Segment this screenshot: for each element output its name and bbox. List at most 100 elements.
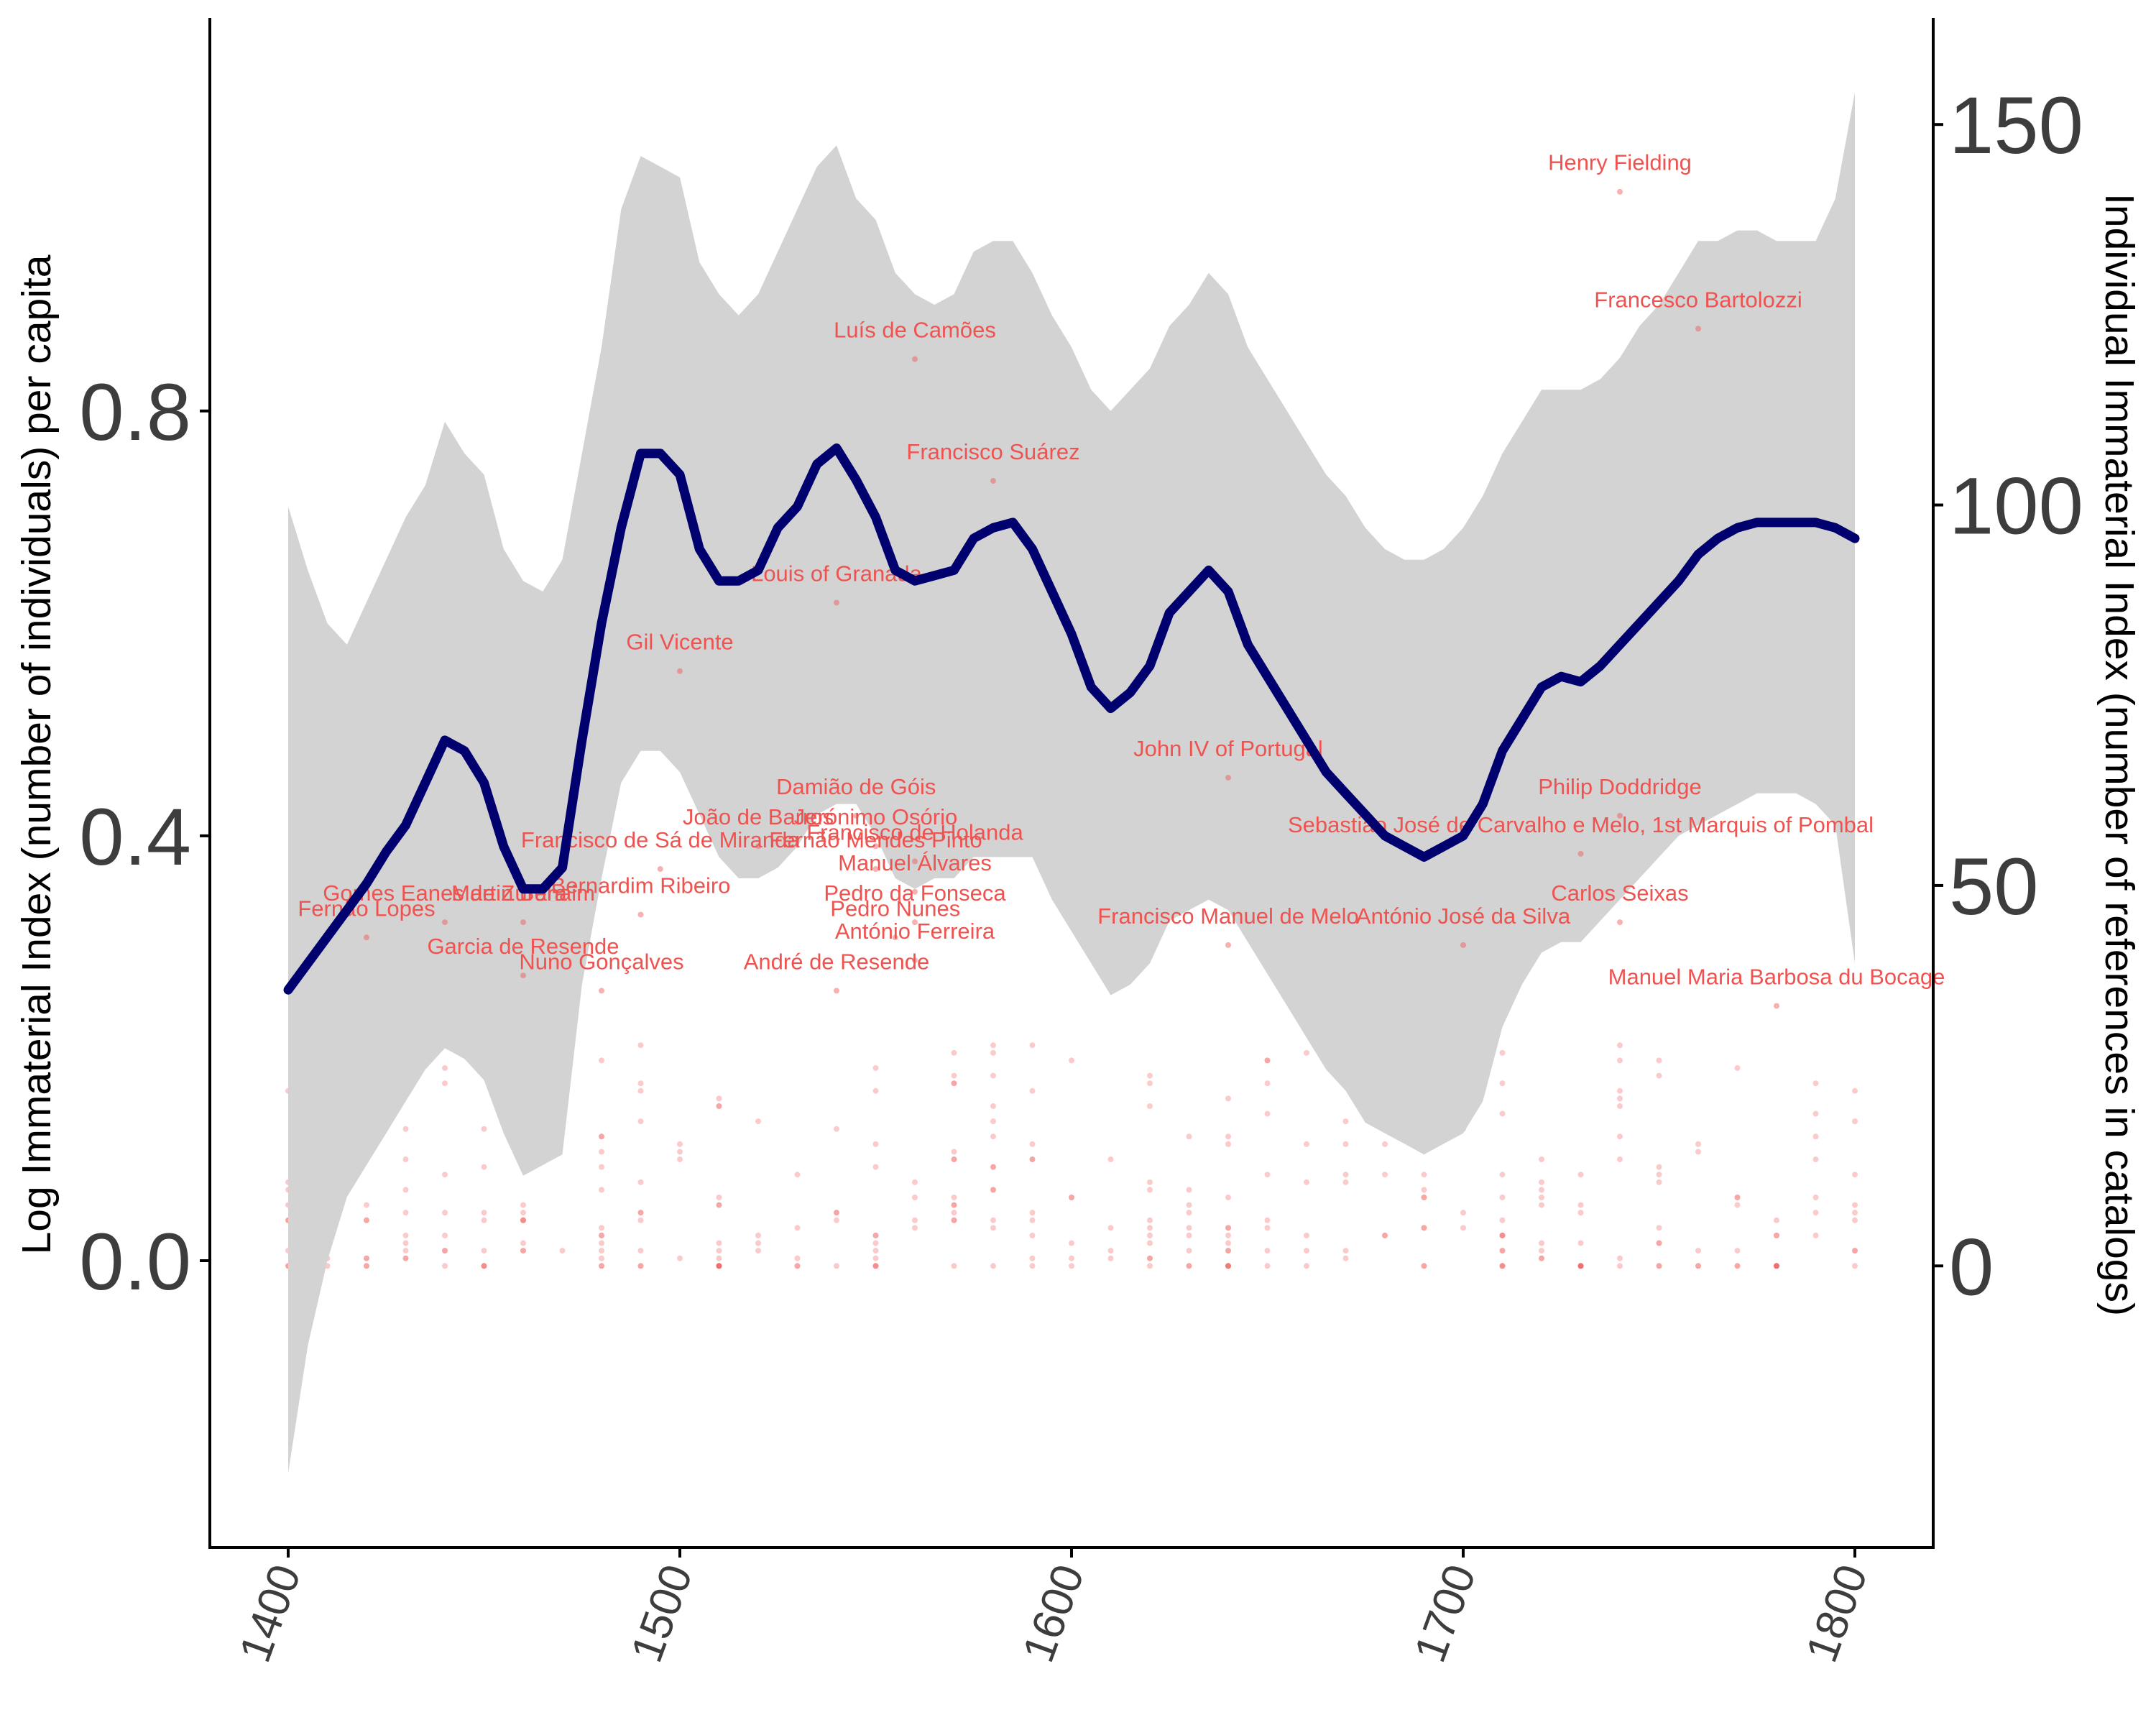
- data-point: [1029, 1263, 1036, 1269]
- annotation-label: Francesco Bartolozzi: [1594, 287, 1802, 312]
- data-point: [1186, 1210, 1192, 1216]
- annotation-label: Pedro Nunes: [830, 896, 960, 921]
- data-point: [1617, 1057, 1623, 1064]
- data-point: [599, 1057, 604, 1064]
- data-point: [637, 1080, 644, 1087]
- data-point: [1264, 1057, 1271, 1064]
- data-point: [951, 1080, 957, 1087]
- data-point: [1186, 1263, 1192, 1269]
- data-point: [951, 1156, 957, 1163]
- data-point: [481, 1248, 487, 1254]
- data-point: [1695, 1248, 1701, 1254]
- data-point: [1304, 1141, 1309, 1147]
- annotation-label: Fernão Mendes Pinto: [769, 827, 982, 852]
- data-point: [1774, 1263, 1779, 1269]
- data-point: [990, 1225, 996, 1231]
- data-point: [1774, 1263, 1779, 1269]
- data-point: [1539, 1194, 1544, 1200]
- data-point: [1069, 1240, 1074, 1246]
- data-point: [364, 1217, 369, 1223]
- data-point: [599, 1232, 604, 1238]
- data-point: [364, 1255, 369, 1261]
- data-point: [1577, 1263, 1584, 1269]
- data-point: [1734, 1263, 1741, 1269]
- data-point: [1499, 1263, 1506, 1269]
- data-point: [442, 1210, 448, 1216]
- data-point: [1069, 1255, 1074, 1261]
- annotation-label: António Ferreira: [835, 919, 995, 944]
- data-point: [599, 1255, 604, 1261]
- data-point: [1617, 1156, 1623, 1163]
- data-point: [599, 1248, 604, 1254]
- data-point: [1617, 1042, 1623, 1049]
- annotation-label: Bernardim Ribeiro: [551, 873, 731, 898]
- data-point: [872, 1263, 879, 1269]
- data-point: [872, 1255, 879, 1261]
- data-point: [481, 1210, 487, 1216]
- data-point: [755, 1240, 761, 1246]
- data-point: [1107, 1156, 1114, 1163]
- data-point: [1617, 1095, 1623, 1102]
- data-point: [872, 1263, 879, 1269]
- data-point: [755, 1232, 761, 1238]
- data-point: [1499, 1232, 1506, 1238]
- data-point: [637, 1263, 644, 1269]
- data-point: [1695, 1141, 1701, 1147]
- annotation-point: [912, 356, 918, 362]
- data-point: [599, 1187, 604, 1193]
- data-point: [716, 1202, 722, 1208]
- annotation-label: Fernão Lopes: [298, 896, 435, 921]
- data-point: [637, 1248, 644, 1254]
- data-point: [1577, 1240, 1584, 1246]
- data-point: [1382, 1172, 1388, 1178]
- annotation-point: [364, 934, 369, 941]
- data-point: [520, 1210, 526, 1216]
- data-point: [990, 1217, 996, 1223]
- data-point: [402, 1255, 409, 1261]
- data-point: [1147, 1217, 1153, 1223]
- data-point: [1499, 1263, 1506, 1269]
- data-point: [442, 1065, 448, 1072]
- data-point: [1342, 1118, 1349, 1125]
- data-point: [1852, 1248, 1858, 1254]
- annotation-point: [912, 957, 918, 964]
- data-point: [990, 1263, 996, 1269]
- data-point: [402, 1232, 409, 1238]
- data-point: [1147, 1255, 1153, 1261]
- data-point: [1147, 1225, 1153, 1231]
- data-point: [1617, 1255, 1623, 1261]
- data-point: [1029, 1255, 1036, 1261]
- data-point: [716, 1263, 722, 1269]
- annotation-label: Francisco de Holanda: [806, 819, 1023, 845]
- data-point: [1499, 1248, 1506, 1254]
- data-point: [1147, 1187, 1153, 1193]
- data-point: [990, 1042, 996, 1049]
- data-point: [1107, 1248, 1114, 1254]
- data-point: [402, 1248, 409, 1254]
- data-point: [1029, 1042, 1036, 1049]
- data-point: [990, 1133, 996, 1140]
- data-point: [716, 1103, 722, 1109]
- data-point: [990, 1164, 996, 1170]
- data-point: [1577, 1263, 1584, 1269]
- x-tick-label: 1600: [1013, 1558, 1094, 1668]
- data-point: [1539, 1255, 1544, 1261]
- annotation-point: [1617, 188, 1623, 195]
- data-point: [1499, 1172, 1506, 1178]
- data-point: [364, 1263, 369, 1269]
- data-point: [637, 1042, 644, 1049]
- data-point: [1499, 1217, 1506, 1223]
- data-point: [1147, 1255, 1153, 1261]
- data-point: [1304, 1049, 1309, 1056]
- annotation-label: Manuel Álvares: [838, 850, 992, 875]
- data-point: [834, 1210, 839, 1216]
- data-point: [951, 1072, 957, 1079]
- data-point: [1186, 1263, 1192, 1269]
- annotation-point: [1460, 942, 1466, 948]
- data-point: [1852, 1248, 1858, 1254]
- annotation-point: [834, 599, 839, 606]
- data-point: [1107, 1225, 1114, 1231]
- data-point: [637, 1118, 644, 1125]
- data-point: [442, 1263, 448, 1269]
- data-point: [1304, 1179, 1309, 1185]
